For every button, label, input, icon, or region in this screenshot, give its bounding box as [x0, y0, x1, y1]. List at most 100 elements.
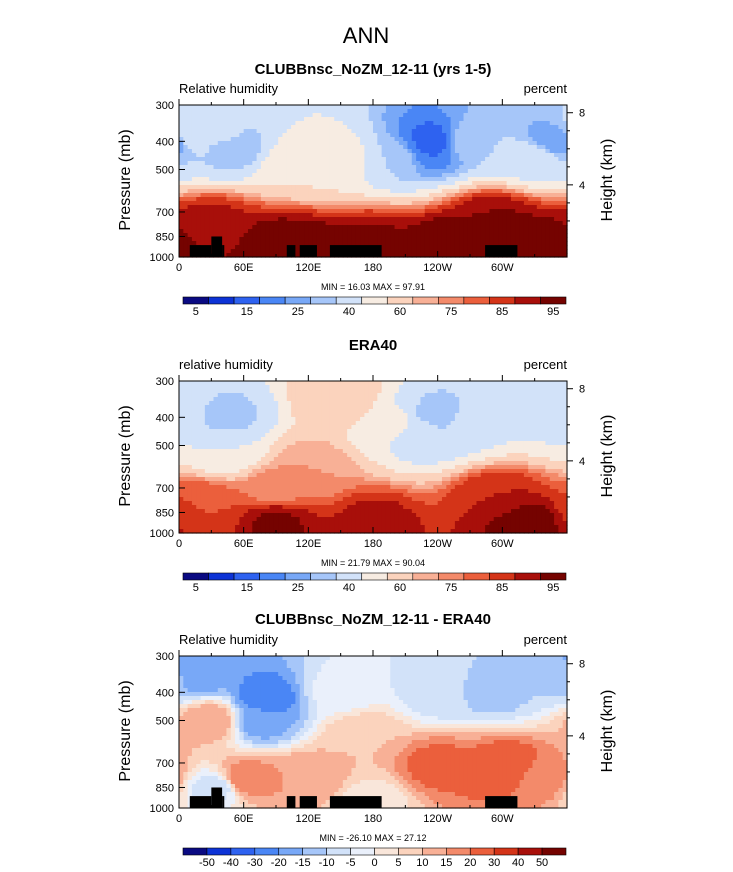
- heatmap-cell: [316, 177, 322, 182]
- heatmap-cell: [213, 121, 219, 126]
- heatmap-cell: [541, 421, 547, 426]
- heatmap-cell: [411, 385, 417, 390]
- heatmap-cell: [368, 233, 374, 238]
- heatmap-cell: [441, 221, 447, 226]
- heatmap-cell: [351, 165, 357, 170]
- heatmap-cell: [429, 201, 434, 206]
- heatmap-cell: [338, 189, 344, 194]
- heatmap-cell: [463, 429, 469, 434]
- heatmap-cell: [463, 133, 469, 138]
- heatmap-cell: [506, 121, 512, 126]
- heatmap-cell: [489, 205, 495, 210]
- heatmap-cell: [385, 425, 391, 430]
- heatmap-cell: [459, 113, 465, 118]
- heatmap-cell: [269, 433, 275, 438]
- x-tick-label: 60W: [491, 262, 514, 274]
- heatmap-cell: [295, 245, 301, 250]
- heatmap-cell: [411, 441, 417, 446]
- heatmap-cell: [183, 165, 189, 170]
- heatmap-cell: [360, 213, 365, 218]
- heatmap-cell: [243, 205, 249, 210]
- heatmap-cell: [502, 193, 508, 198]
- heatmap-cell: [204, 429, 210, 434]
- heatmap-cell: [329, 193, 335, 198]
- heatmap-cell: [429, 213, 434, 218]
- heatmap-cell: [377, 173, 383, 178]
- heatmap-cell: [429, 241, 434, 246]
- heatmap-cell: [295, 225, 301, 230]
- heatmap-cell: [191, 213, 197, 218]
- heatmap-cell: [312, 185, 318, 190]
- heatmap-cell: [286, 429, 292, 434]
- heatmap-cell: [286, 441, 292, 446]
- heatmap-cell: [252, 233, 258, 238]
- heatmap-cell: [489, 237, 495, 242]
- heatmap-cell: [549, 193, 555, 198]
- heatmap-cell: [252, 181, 258, 186]
- heatmap-cell: [222, 445, 228, 450]
- heatmap-cell: [407, 201, 413, 206]
- heatmap-cell: [191, 397, 197, 402]
- heatmap-cell: [373, 205, 378, 210]
- heatmap-cell: [299, 161, 305, 166]
- heatmap-cell: [433, 173, 439, 178]
- heatmap-cell: [209, 217, 215, 222]
- heatmap-cell: [247, 129, 253, 134]
- heatmap-cell: [200, 229, 206, 234]
- heatmap-cell: [191, 413, 197, 418]
- heatmap-cell: [467, 233, 473, 238]
- heatmap-cell: [385, 157, 391, 162]
- heatmap-cell: [217, 221, 223, 226]
- heatmap-cell: [239, 145, 245, 150]
- heatmap-cell: [398, 389, 404, 394]
- heatmap-cell: [239, 389, 245, 394]
- heatmap-cell: [407, 429, 413, 434]
- heatmap-cell: [183, 241, 189, 246]
- heatmap-cell: [321, 117, 327, 122]
- heatmap-cell: [377, 213, 383, 218]
- heatmap-cell: [179, 181, 184, 186]
- heatmap-cell: [390, 225, 396, 230]
- heatmap-cell: [424, 433, 430, 438]
- heatmap-cell: [304, 405, 309, 410]
- heatmap-cell: [510, 437, 516, 442]
- heatmap-cell: [463, 173, 469, 178]
- heatmap-cell: [355, 441, 361, 446]
- heatmap-cell: [554, 433, 559, 438]
- heatmap-cell: [446, 217, 452, 222]
- heatmap-cell: [191, 197, 197, 202]
- heatmap-cell: [454, 173, 460, 178]
- heatmap-cell: [394, 165, 400, 170]
- panel-title-model: CLUBBnsc_NoZM_12-11 (yrs 1-5): [255, 61, 492, 78]
- heatmap-cell: [191, 229, 197, 234]
- heatmap-cell: [209, 437, 215, 442]
- heatmap-cell: [347, 125, 353, 130]
- heatmap-cell: [351, 209, 357, 214]
- heatmap-cell: [480, 405, 486, 410]
- heatmap-cell: [312, 125, 318, 130]
- heatmap-cell: [282, 169, 288, 174]
- heatmap-cell: [247, 181, 253, 186]
- heatmap-cell: [235, 173, 240, 178]
- heatmap-cell: [316, 437, 322, 442]
- heatmap-cell: [187, 149, 193, 154]
- heatmap-cell: [187, 397, 193, 402]
- heatmap-cell: [299, 177, 305, 182]
- heatmap-cell: [536, 221, 542, 226]
- heatmap-cell: [183, 129, 189, 134]
- heatmap-cell: [398, 189, 404, 194]
- heatmap-cell: [286, 217, 292, 222]
- heatmap-cell: [377, 133, 383, 138]
- heatmap-cell: [191, 393, 197, 398]
- heatmap-cell: [398, 129, 404, 134]
- heatmap-cell: [437, 173, 443, 178]
- heatmap-cell: [429, 433, 434, 438]
- heatmap-cell: [485, 121, 490, 126]
- heatmap-cell: [204, 161, 210, 166]
- heatmap-cell: [230, 445, 236, 450]
- heatmap-cell: [338, 221, 344, 226]
- heatmap-cell: [204, 197, 210, 202]
- heatmap-cell: [424, 413, 430, 418]
- heatmap-cell: [360, 137, 365, 142]
- heatmap-cell: [398, 425, 404, 430]
